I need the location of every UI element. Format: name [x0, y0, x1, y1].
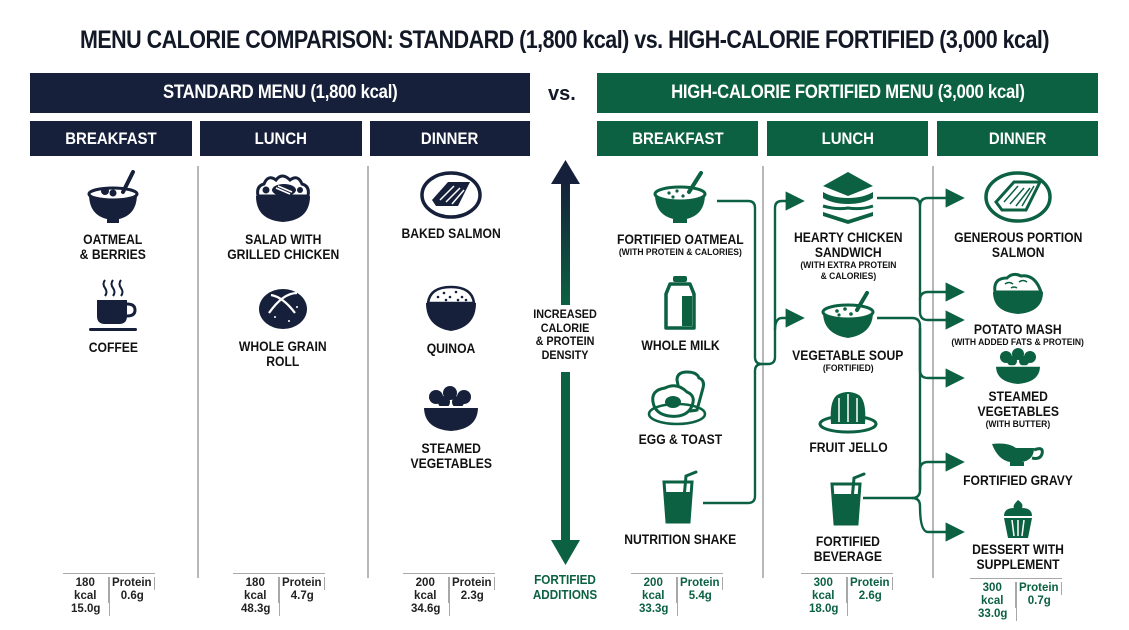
menu-item-oatmeal-berries: OATMEAL & BERRIES — [23, 168, 203, 262]
menu-item-potato-mash: POTATO MASH (WITH ADDED FATS & PROTEIN) — [928, 270, 1108, 348]
page-title: MENU CALORIE COMPARISON: STANDARD (1,800… — [79, 26, 1050, 54]
fortified-dinner-stats: 300 kcal 33.0g Protein 0.7g — [970, 578, 1062, 621]
oatmeal-bowl-icon — [87, 170, 139, 223]
fortified-breakfast-header: BREAKFAST — [597, 121, 758, 156]
potato-mash-icon — [993, 272, 1044, 314]
menu-item-fortified-oatmeal: FORTIFIED OATMEAL (WITH PROTEIN & CALORI… — [590, 170, 770, 258]
column-divider — [367, 166, 369, 578]
up-arrow-icon — [551, 160, 580, 305]
egg-toast-icon — [647, 370, 707, 426]
bread-roll-icon — [259, 289, 307, 329]
cupcake-icon — [1004, 500, 1032, 538]
menu-item-vegetable-soup: VEGETABLE SOUP (FORTIFIED) — [758, 290, 938, 374]
standard-lunch-header: LUNCH — [200, 121, 362, 156]
fortified-breakfast-stats: 200 kcal 33.3g Protein 5.4g — [631, 573, 723, 616]
oatmeal-bowl-icon — [653, 171, 707, 223]
menu-item-fortified-beverage: FORTIFIED BEVERAGE — [758, 470, 938, 564]
menu-item-whole-milk: WHOLE MILK — [590, 274, 770, 353]
menu-item-generous-salmon: GENEROUS PORTION SALMON — [928, 170, 1108, 260]
salmon-plate-icon — [420, 171, 482, 219]
vegetable-bowl-icon — [424, 386, 478, 431]
menu-item-egg-toast: EGG & TOAST — [590, 370, 770, 447]
beverage-glass-icon — [830, 472, 866, 526]
vegetable-bowl-icon — [996, 348, 1040, 384]
increased-density-label: INCREASED CALORIE & PROTEIN DENSITY — [533, 307, 597, 362]
menu-item-salad-chicken: SALAD WITH GRILLED CHICKEN — [193, 168, 373, 262]
column-divider — [197, 166, 199, 578]
fortified-dinner-header: DINNER — [937, 121, 1098, 156]
quinoa-bowl-icon — [426, 285, 476, 331]
standard-lunch-stats: 180 kcal 48.3g Protein 4.7g — [233, 573, 325, 616]
menu-item-steamed-vegetables-butter: STEAMED VEGETABLES (WITH BUTTER) — [928, 348, 1108, 430]
menu-item-fruit-jello: FRUIT JELLO — [758, 388, 938, 455]
menu-item-coffee: COFFEE — [23, 276, 203, 355]
salad-bowl-icon — [256, 174, 310, 222]
standard-breakfast-header: BREAKFAST — [30, 121, 192, 156]
menu-item-fortified-gravy: FORTIFIED GRAVY — [928, 438, 1108, 488]
vs-label: vs. — [548, 83, 576, 105]
milk-carton-icon — [664, 276, 696, 330]
soup-bowl-icon — [821, 291, 875, 338]
gravy-boat-icon — [992, 443, 1044, 466]
menu-item-steamed-vegetables: STEAMED VEGETABLES — [361, 385, 541, 471]
standard-dinner-stats: 200 kcal 34.6g Protein 2.3g — [403, 573, 495, 616]
standard-menu-header: STANDARD MENU (1,800 kcal) — [30, 73, 530, 113]
menu-item-nutrition-shake: NUTRITION SHAKE — [590, 468, 770, 547]
fortified-lunch-header: LUNCH — [767, 121, 928, 156]
shake-glass-icon — [662, 470, 698, 524]
fortified-lunch-stats: 300 kcal 18.0g Protein 2.6g — [801, 573, 893, 616]
down-arrow-icon — [551, 372, 580, 565]
column-divider — [762, 166, 764, 578]
jello-icon — [818, 392, 878, 434]
salmon-plate-icon — [984, 171, 1052, 223]
fortified-additions-label: FORTIFIED ADDITIONS — [532, 572, 598, 602]
menu-item-whole-grain-roll: WHOLE GRAIN ROLL — [193, 283, 373, 369]
sandwich-icon — [822, 172, 874, 224]
fortified-menu-header: HIGH-CALORIE FORTIFIED MENU (3,000 kcal) — [597, 73, 1098, 113]
menu-item-dessert-supplement: DESSERT WITH SUPPLEMENT — [928, 498, 1108, 572]
menu-item-chicken-sandwich: HEARTY CHICKEN SANDWICH (WITH EXTRA PROTE… — [758, 168, 938, 282]
standard-breakfast-stats: 180 kcal 15.0g Protein 0.6g — [63, 573, 155, 616]
menu-item-quinoa: QUINOA — [361, 281, 541, 356]
standard-dinner-header: DINNER — [370, 121, 530, 156]
menu-item-baked-salmon: BAKED SALMON — [361, 170, 541, 241]
coffee-cup-icon — [89, 279, 137, 331]
